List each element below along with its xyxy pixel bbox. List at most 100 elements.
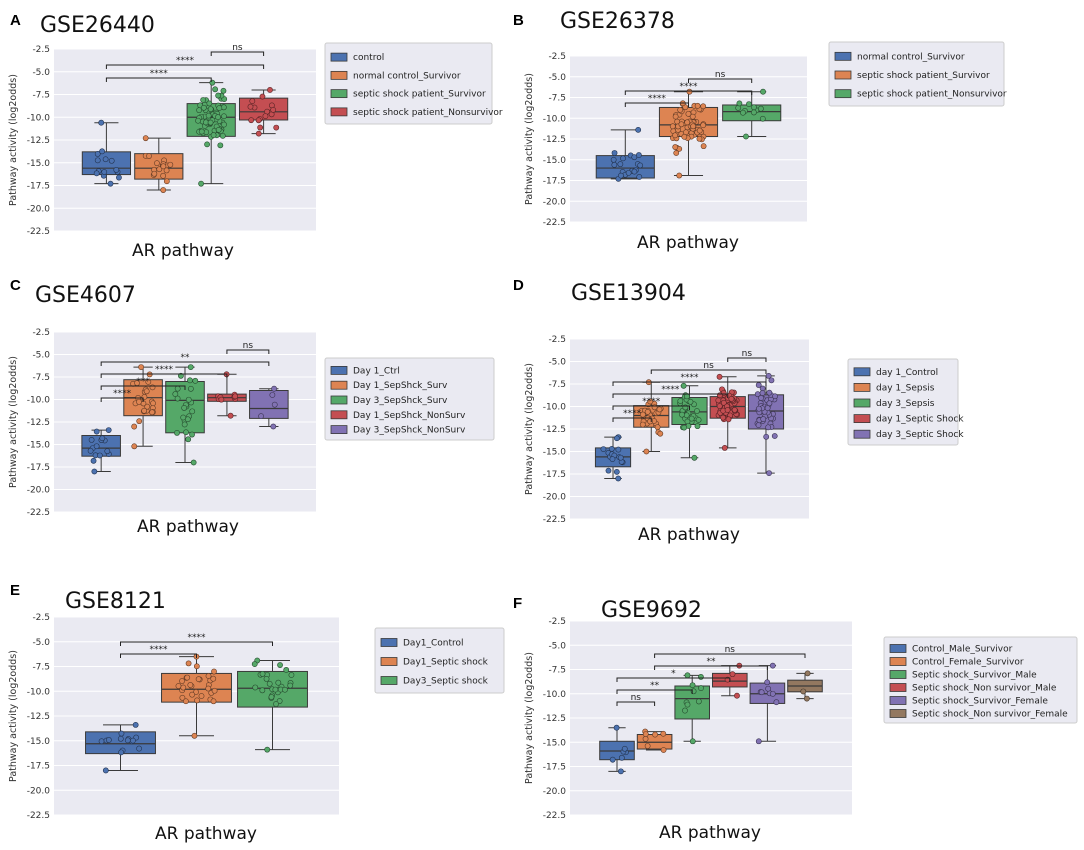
legend-swatch [380,676,398,685]
data-point [259,670,266,677]
data-point [131,443,138,450]
legend-swatch [853,414,871,424]
bracket-line [624,90,753,95]
data-point [763,433,770,440]
data-point [644,743,651,749]
data-point [154,160,160,167]
legend-swatch [380,657,398,666]
data-point [198,180,204,187]
y-tick-label: -2.5 [32,45,50,55]
data-point [681,133,688,140]
data-point [766,470,772,476]
bracket-line [100,373,228,378]
data-point [625,169,632,176]
data-point [145,378,152,385]
x-axis-label: AR pathway [659,823,761,843]
data-point [750,109,757,116]
data-point [98,738,105,745]
data-point [248,117,255,124]
data-point [682,707,688,714]
bracket-line [624,102,689,107]
data-point [270,107,277,113]
legend-swatch [834,51,852,61]
data-point [107,180,114,187]
data-point [684,701,691,708]
data-point [94,150,101,157]
data-point [268,694,275,700]
legend-label: septic shock patient_Survivor [353,90,486,100]
data-point [669,123,676,130]
data-point [270,423,277,430]
data-point [611,150,618,156]
data-point [209,79,216,86]
data-point [189,691,196,698]
data-point [93,170,100,177]
data-point [205,673,212,679]
panel-title: GSE26378 [560,9,675,34]
data-point [725,416,732,423]
data-point [247,103,254,110]
data-point [196,107,203,114]
data-point [98,119,105,126]
significance-bracket: ** [616,681,693,694]
data-point [167,161,174,168]
data-point [605,467,612,474]
data-point [617,454,624,461]
data-point [104,448,111,455]
data-point [615,475,622,482]
y-axis-label: Pathway activity (log2odds) [524,73,535,205]
y-tick-label: -10.0 [27,396,51,406]
panel-E: E GSE8121 -2.5 -5.0 -7.5 -10.0 -12.5 -15.0 -17.5… [8,582,505,844]
data-point [755,382,762,388]
data-point [769,690,776,697]
data-point [200,97,207,103]
box-3 [238,87,289,137]
data-point [215,126,222,133]
panel-title: GSE26440 [40,13,155,38]
significance-label: **** [642,397,661,407]
data-point [282,686,288,693]
data-point [189,408,196,415]
y-tick-label: -17.5 [543,470,566,480]
significance-bracket: ns [727,349,767,362]
significance-bracket: **** [612,385,729,398]
panel-C: C GSE4607 -2.5 -5.0 -7.5 -10.0 -12.5 -15.0 -17.5… [8,277,495,537]
data-point [181,405,188,411]
data-point [143,388,150,395]
box-0 [81,427,121,475]
data-point [680,382,687,389]
data-point [174,430,180,436]
data-point [600,446,607,453]
y-tick-label: -7.5 [548,380,566,390]
significance-bracket: **** [105,56,265,69]
y-tick-label: -5.0 [548,358,566,368]
panel-title: GSE9692 [601,598,702,623]
data-point [205,112,212,119]
data-point [210,698,217,705]
data-point [656,406,663,413]
data-point [220,87,227,94]
y-axis-label: Pathway activity (log2odds) [8,74,19,206]
legend-label: Control_Male_Survivor [912,645,1013,655]
y-tick-label: -12.5 [27,418,50,428]
data-point [160,172,167,179]
significance-bracket: ns [688,70,753,83]
significance-bracket: **** [100,365,228,378]
data-point [657,430,664,437]
legend-swatch [889,709,907,718]
data-point [178,372,184,379]
data-point [185,396,192,403]
significance-label: **** [661,385,680,395]
data-point [618,754,625,761]
box-0 [81,119,132,187]
data-point [631,168,638,175]
data-point [249,98,256,104]
y-tick-label: -17.5 [543,177,566,187]
data-point [272,686,279,693]
data-point [200,104,207,111]
y-tick-label: -22.5 [543,218,566,228]
legend-box [324,42,493,125]
legend-label: Day 1_SepShck_NonSurv [353,411,466,421]
data-point [642,735,649,742]
panel-A: A GSE26440 -2.5 -5.0 -7.5 -10.0 -12.5 -15.0 -17.… [8,12,503,261]
